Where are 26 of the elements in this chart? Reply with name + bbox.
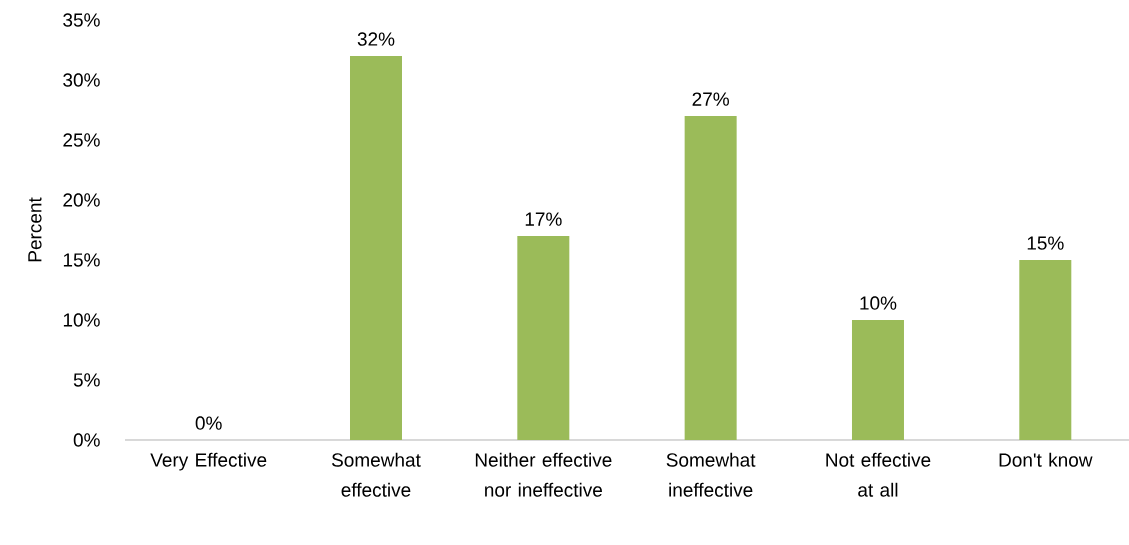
bar [1019,260,1072,440]
data-label: 27% [692,92,729,106]
y-tick-label: 30% [63,73,100,87]
x-tick-label: Somewhat effective [331,452,421,497]
y-tick-label: 5% [73,373,100,387]
data-label: 15% [1027,236,1064,250]
y-tick-label: 25% [63,133,100,147]
x-tick-label: Somewhat ineffective [666,452,756,497]
data-label: 17% [525,212,562,226]
y-tick-label: 10% [63,313,100,327]
bar [517,236,570,440]
x-tick-label: Very Effective [150,452,267,471]
data-label: 10% [860,296,897,310]
y-tick-label: 20% [63,193,100,207]
bar [349,56,402,440]
y-axis-title: Percent [28,197,42,262]
bar [684,116,737,440]
y-tick-label: 35% [63,13,100,27]
x-tick-label: Don't know [999,452,1093,467]
data-label: 32% [357,32,395,46]
x-tick-label: Neither effective nor ineffective [475,452,612,497]
bar [851,320,904,440]
y-tick-label: 15% [63,253,100,267]
y-tick-label: 0% [73,433,100,447]
data-label: 0% [195,416,222,430]
x-tick-label: Not effective at all [826,452,931,497]
